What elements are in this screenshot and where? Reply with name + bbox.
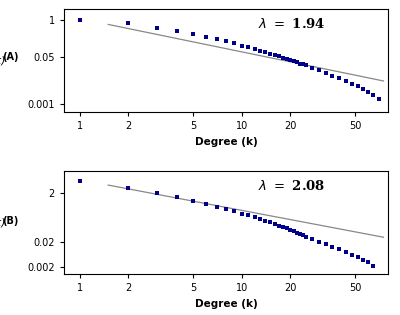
Point xyxy=(251,47,258,52)
Point xyxy=(125,186,132,191)
Point xyxy=(329,244,335,249)
Point xyxy=(291,59,297,64)
Point xyxy=(238,43,245,48)
Y-axis label: P(k): P(k) xyxy=(0,56,6,66)
Point xyxy=(174,28,180,33)
Point xyxy=(154,191,160,196)
Point xyxy=(202,34,209,39)
Point xyxy=(251,215,258,220)
Point xyxy=(300,233,306,238)
Point xyxy=(174,195,180,200)
Text: $\lambda$ $=$ 2.08: $\lambda$ $=$ 2.08 xyxy=(258,179,326,193)
Point xyxy=(336,76,342,81)
Point xyxy=(190,198,196,203)
Point xyxy=(300,62,306,67)
Point xyxy=(231,209,238,214)
Point xyxy=(370,263,376,268)
Point xyxy=(280,225,286,230)
Point xyxy=(276,54,282,59)
Point xyxy=(272,53,278,58)
Point xyxy=(238,211,245,216)
Point xyxy=(294,60,300,65)
Point xyxy=(316,240,322,245)
Point xyxy=(267,220,274,225)
Point xyxy=(272,221,278,226)
Point xyxy=(284,56,290,61)
Point xyxy=(308,237,315,242)
Point xyxy=(360,257,366,262)
Point xyxy=(349,81,355,86)
Point xyxy=(297,61,304,66)
Point xyxy=(322,70,329,75)
Point xyxy=(190,31,196,36)
Point xyxy=(354,84,361,89)
Point xyxy=(360,86,366,91)
Text: (A): (A) xyxy=(2,52,18,62)
Point xyxy=(214,37,220,42)
Point xyxy=(245,213,252,218)
Point xyxy=(370,93,376,98)
Point xyxy=(329,73,335,78)
Point xyxy=(214,204,220,209)
Point xyxy=(303,63,309,68)
Point xyxy=(257,48,263,53)
Point xyxy=(349,252,355,257)
Point xyxy=(354,255,361,260)
Point xyxy=(287,57,294,62)
Point xyxy=(297,232,304,237)
Point xyxy=(294,230,300,235)
Point xyxy=(280,55,286,60)
X-axis label: Degree (k): Degree (k) xyxy=(195,299,257,309)
Point xyxy=(284,226,290,231)
Point xyxy=(287,227,294,232)
X-axis label: Degree (k): Degree (k) xyxy=(195,137,257,146)
Point xyxy=(303,234,309,239)
Point xyxy=(223,39,229,44)
Point xyxy=(231,41,238,46)
Point xyxy=(343,249,349,255)
Point xyxy=(308,65,315,70)
Point xyxy=(76,179,83,184)
Point xyxy=(364,89,371,94)
Point xyxy=(276,223,282,228)
Point xyxy=(154,25,160,30)
Point xyxy=(267,51,274,56)
Point xyxy=(245,45,252,50)
Point xyxy=(257,217,263,222)
Point xyxy=(291,229,297,234)
Point xyxy=(262,218,268,223)
Point xyxy=(343,79,349,84)
Text: (B): (B) xyxy=(2,215,18,226)
Point xyxy=(322,242,329,247)
Point xyxy=(76,18,83,23)
Point xyxy=(125,21,132,26)
Point xyxy=(202,201,209,206)
Text: $\lambda$ $=$ 1.94: $\lambda$ $=$ 1.94 xyxy=(258,17,326,31)
Point xyxy=(376,96,382,101)
Point xyxy=(336,247,342,252)
Y-axis label: P(k): P(k) xyxy=(0,218,6,228)
Point xyxy=(364,260,371,265)
Point xyxy=(316,68,322,73)
Point xyxy=(223,207,229,212)
Point xyxy=(262,50,268,55)
